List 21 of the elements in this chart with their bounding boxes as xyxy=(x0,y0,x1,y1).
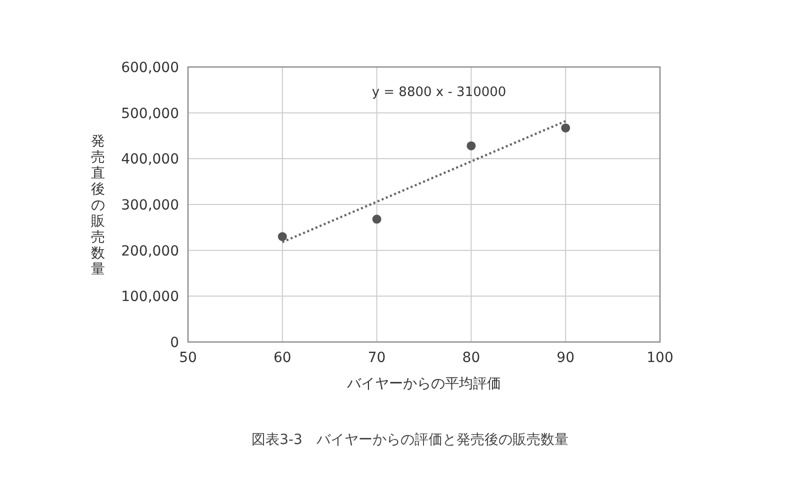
point xyxy=(466,141,476,150)
point xyxy=(561,123,570,132)
x-axis-title: バイヤーからの平均評価 xyxy=(346,376,501,392)
y-tick-label: 200,000 xyxy=(121,243,179,260)
x-tick-label: 90 xyxy=(556,350,575,366)
text: 発売直後の販売数量 xyxy=(91,134,105,278)
x-tick-label: 70 xyxy=(368,350,386,366)
annotation: y = 8800 x - 310000 xyxy=(372,85,506,100)
point xyxy=(278,232,287,242)
point xyxy=(372,214,382,224)
x-tick-label: 80 xyxy=(462,350,480,366)
y-tick-label: 400,000 xyxy=(121,152,179,168)
x-tick-label: 60 xyxy=(273,350,292,366)
y-tick-label: 100,000 xyxy=(121,289,179,306)
x-tick-label: 100 xyxy=(646,350,674,366)
text: 図表3-3 バイヤーからの評価と発売後の販売数量 xyxy=(252,432,568,448)
y-tick-label: 500,000 xyxy=(121,106,179,122)
y-tick-label: 300,000 xyxy=(121,198,179,214)
y-tick-label: 0 xyxy=(170,335,179,351)
y-tick-label: 600,000 xyxy=(121,60,179,76)
x-tick-label: 50 xyxy=(179,350,197,366)
